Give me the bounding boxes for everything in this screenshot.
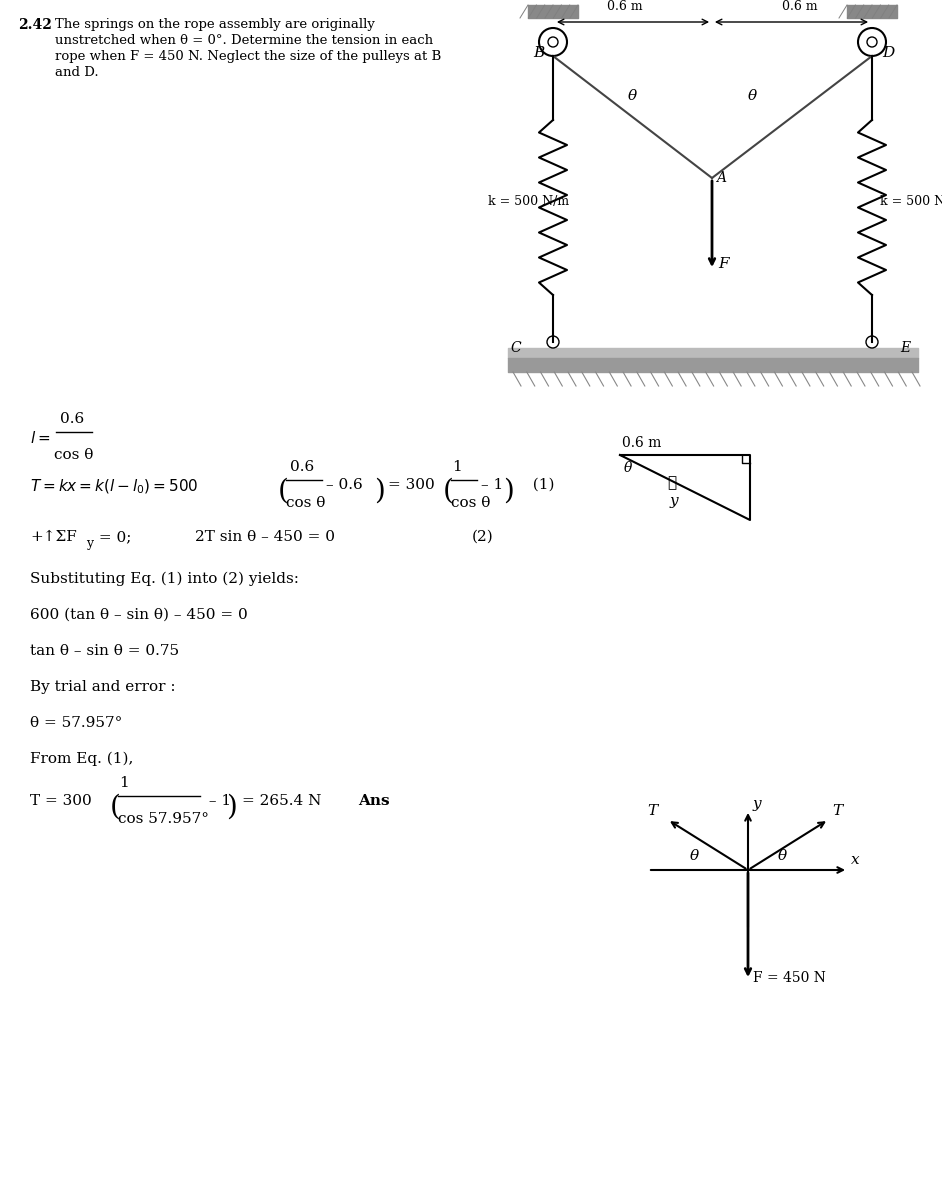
Text: k = 500 N/m: k = 500 N/m [880,194,942,208]
Text: cos θ: cos θ [451,496,491,510]
Text: (: ( [110,794,121,821]
Text: F = 450 N: F = 450 N [753,971,826,985]
Text: rope when F = 450 N. Neglect the size of the pulleys at B: rope when F = 450 N. Neglect the size of… [55,50,441,62]
Text: D: D [882,46,894,60]
Text: tan θ – sin θ = 0.75: tan θ – sin θ = 0.75 [30,644,179,658]
Text: θ: θ [748,89,757,103]
Text: θ: θ [778,850,788,863]
Text: unstretched when θ = 0°. Determine the tension in each: unstretched when θ = 0°. Determine the t… [55,34,433,47]
Text: (: ( [443,478,454,505]
Text: θ: θ [690,850,699,863]
Text: y: y [753,797,762,811]
Text: 1: 1 [119,776,129,790]
Text: 2.42: 2.42 [18,18,52,32]
Text: 1: 1 [452,460,462,474]
Text: ℓ: ℓ [667,476,676,491]
Text: (: ( [278,478,289,505]
Text: C: C [510,341,521,355]
Text: θ: θ [624,461,632,475]
Text: = 0;: = 0; [94,530,131,544]
Text: B: B [533,46,544,60]
Text: y: y [670,494,678,508]
Text: = 300: = 300 [388,478,435,492]
Text: (2): (2) [472,530,494,544]
Text: 0.6 m: 0.6 m [782,0,818,13]
Text: 0.6 m: 0.6 m [608,0,642,13]
Text: = 265.4 N: = 265.4 N [242,794,321,808]
Text: 0.6: 0.6 [290,460,315,474]
Text: and D.: and D. [55,66,99,79]
Text: (1): (1) [523,478,555,492]
Text: 0.6 m: 0.6 m [622,436,661,450]
Text: ): ) [226,794,236,821]
Text: +↑ΣF: +↑ΣF [30,530,76,544]
Text: T = 300: T = 300 [30,794,91,808]
Text: y: y [86,538,93,550]
Text: θ: θ [628,89,637,103]
Text: The springs on the rope assembly are originally: The springs on the rope assembly are ori… [55,18,375,31]
Text: 0.6: 0.6 [60,412,84,426]
Text: From Eq. (1),: From Eq. (1), [30,752,134,767]
Text: 2T sin θ – 450 = 0: 2T sin θ – 450 = 0 [195,530,335,544]
Text: cos 57.957°: cos 57.957° [118,812,209,826]
Text: – 1: – 1 [481,478,503,492]
Text: – 1: – 1 [204,794,231,808]
Text: $l =$: $l =$ [30,430,50,446]
Text: Ans: Ans [358,794,390,808]
Text: – 0.6: – 0.6 [326,478,363,492]
Text: A: A [716,170,726,185]
Text: F: F [718,257,728,271]
Text: ): ) [374,478,385,505]
Text: 600 (tan θ – sin θ) – 450 = 0: 600 (tan θ – sin θ) – 450 = 0 [30,608,248,622]
Text: x: x [851,853,860,866]
Text: T: T [833,804,843,817]
Text: E: E [900,341,910,355]
Text: ): ) [503,478,514,505]
Text: T: T [647,804,658,817]
Text: Substituting Eq. (1) into (2) yields:: Substituting Eq. (1) into (2) yields: [30,572,299,587]
Text: θ = 57.957°: θ = 57.957° [30,716,122,730]
Text: By trial and error :: By trial and error : [30,680,175,694]
Text: k = 500 N/m: k = 500 N/m [488,194,569,208]
Text: $T = kx = k(l - l_0) = 500$: $T = kx = k(l - l_0) = 500$ [30,478,199,497]
Text: cos θ: cos θ [286,496,325,510]
Text: cos θ: cos θ [54,448,93,462]
